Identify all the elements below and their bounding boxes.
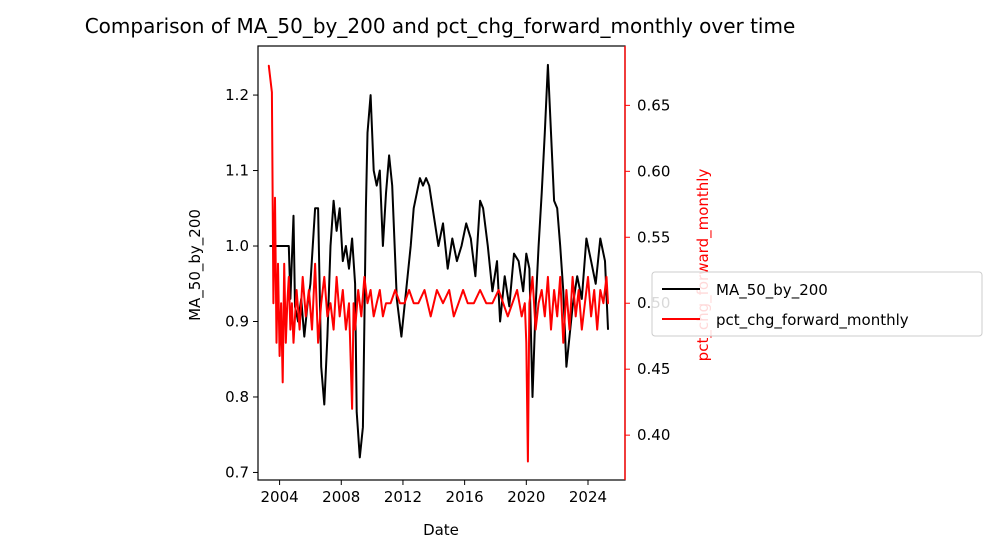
y-left-tick-label: 1.2 bbox=[225, 86, 249, 104]
series-line-pct-chg bbox=[267, 64, 609, 463]
y-left-tick-label: 1.1 bbox=[225, 162, 249, 180]
legend-box bbox=[651, 271, 983, 337]
series-line-ma50 bbox=[269, 63, 609, 459]
y-right-tick-label: 0.40 bbox=[637, 426, 670, 444]
y-right-tick-label: 0.45 bbox=[637, 360, 670, 378]
x-axis-label: Date bbox=[423, 521, 459, 539]
y-left-tick-label: 1.0 bbox=[225, 237, 249, 255]
x-axis-ticks: 2004 2008 2012 2016 2020 2024 bbox=[260, 480, 607, 506]
x-tick-label: 2020 bbox=[507, 488, 545, 506]
x-tick-label: 2016 bbox=[446, 488, 484, 506]
x-tick-label: 2024 bbox=[569, 488, 607, 506]
y-left-tick-label: 0.7 bbox=[225, 463, 249, 481]
y-left-axis-ticks: 0.7 0.8 0.9 1.0 1.1 1.2 bbox=[225, 86, 258, 481]
y-left-axis-label: MA_50_by_200 bbox=[186, 209, 205, 321]
series-layer bbox=[267, 63, 609, 463]
y-left-tick-label: 0.8 bbox=[225, 388, 249, 406]
legend: MA_50_by_200 pct_chg_forward_monthly bbox=[651, 271, 983, 337]
y-right-tick-label: 0.65 bbox=[637, 96, 670, 114]
y-right-tick-label: 0.55 bbox=[637, 228, 670, 246]
y-left-tick-label: 0.9 bbox=[225, 312, 249, 330]
y-right-axis-ticks: 0.400.450.500.550.600.65 bbox=[625, 96, 670, 444]
x-tick-label: 2004 bbox=[260, 488, 298, 506]
y-right-tick-label: 0.60 bbox=[637, 162, 670, 180]
x-tick-label: 2012 bbox=[384, 488, 422, 506]
x-tick-label: 2008 bbox=[322, 488, 360, 506]
legend-label-pct-chg: pct_chg_forward_monthly bbox=[716, 311, 909, 330]
legend-label-ma50: MA_50_by_200 bbox=[716, 281, 828, 300]
plot-frame bbox=[257, 45, 626, 481]
chart-title: Comparison of MA_50_by_200 and pct_chg_f… bbox=[85, 14, 796, 38]
